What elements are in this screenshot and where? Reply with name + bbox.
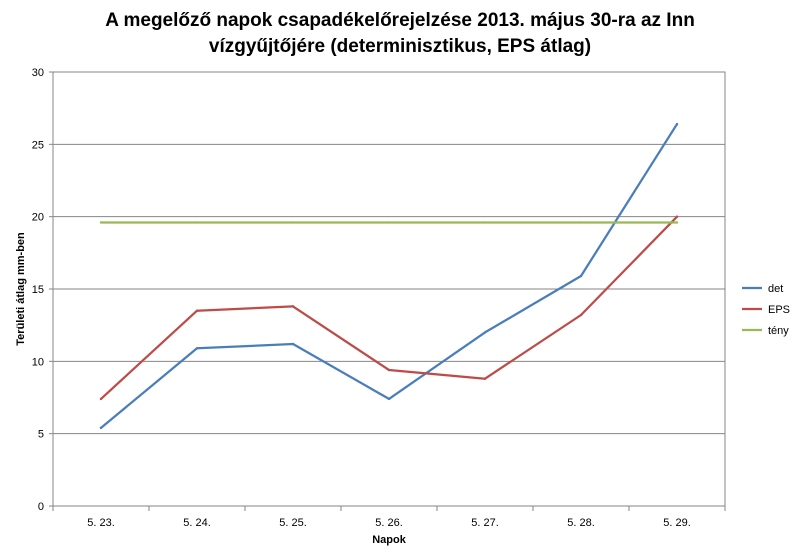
y-tick-label: 10 bbox=[32, 356, 44, 368]
x-tick-label: 5. 29. bbox=[663, 517, 691, 529]
data-point-det bbox=[675, 122, 679, 126]
x-tick-labels: 5. 23. 5. 24. 5. 25. 5. 26. 5. 27. 5. 28. 5. 2… bbox=[87, 517, 691, 529]
chart-title-line-2: vízgyűjtőjére (determinisztikus, EPS átl… bbox=[208, 36, 592, 57]
data-point-det bbox=[483, 331, 487, 334]
y-tick-labels: 0 5 10 15 20 25 30 bbox=[32, 67, 44, 513]
x-tick-label: 5. 24. bbox=[183, 517, 211, 529]
data-point-tény bbox=[99, 221, 103, 224]
data-point-tény bbox=[483, 221, 487, 224]
data-point-EPS bbox=[675, 215, 679, 218]
data-point-tény bbox=[195, 221, 199, 224]
data-point-EPS bbox=[579, 313, 583, 317]
data-point-tény bbox=[675, 221, 679, 224]
data-point-det bbox=[387, 397, 391, 401]
x-axis-title: Napok bbox=[372, 534, 407, 546]
chart-title: A megelőző napok csapadékelőrejelzése 20… bbox=[0, 8, 800, 60]
y-tick-label: 30 bbox=[32, 67, 44, 79]
x-tick-label: 5. 23. bbox=[87, 517, 115, 529]
data-point-tény bbox=[579, 221, 583, 224]
series-lines bbox=[99, 122, 679, 430]
y-tick-label: 15 bbox=[32, 284, 44, 296]
x-tick-label: 5. 26. bbox=[375, 517, 403, 529]
legend-label-tény: tény bbox=[768, 325, 789, 337]
legend: det EPS tény bbox=[742, 283, 790, 337]
x-tick-label: 5. 27. bbox=[471, 517, 499, 529]
legend-label-det: det bbox=[768, 283, 783, 295]
y-tick-label: 0 bbox=[38, 501, 44, 513]
y-tick-label: 5 bbox=[38, 429, 44, 441]
data-point-EPS bbox=[483, 377, 487, 380]
y-axis-title: Területi átlag mm-ben bbox=[15, 232, 27, 346]
data-point-det bbox=[195, 347, 199, 350]
data-point-EPS bbox=[99, 397, 103, 401]
y-tick-label: 25 bbox=[32, 139, 44, 151]
chart-title-line-1: A megelőző napok csapadékelőrejelzése 20… bbox=[105, 10, 695, 31]
data-point-tény bbox=[291, 221, 295, 224]
data-point-EPS bbox=[387, 368, 391, 372]
y-tick-label: 20 bbox=[32, 212, 44, 224]
axes bbox=[49, 71, 726, 511]
grid-lines bbox=[53, 71, 725, 435]
data-point-EPS bbox=[195, 309, 199, 312]
data-point-det bbox=[579, 274, 583, 278]
data-point-det bbox=[291, 342, 295, 346]
x-tick-label: 5. 25. bbox=[279, 517, 307, 529]
legend-label-EPS: EPS bbox=[768, 304, 790, 316]
data-point-tény bbox=[387, 221, 391, 224]
x-tick-label: 5. 28. bbox=[567, 517, 595, 529]
data-point-EPS bbox=[291, 305, 295, 308]
data-point-det bbox=[99, 426, 103, 430]
